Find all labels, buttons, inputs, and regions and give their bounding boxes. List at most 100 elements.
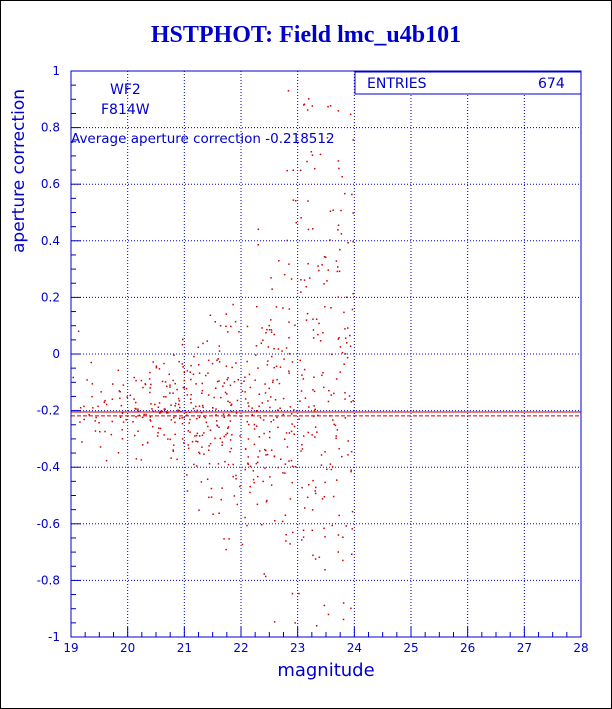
data-point <box>342 602 345 604</box>
data-point <box>121 412 124 414</box>
y-tick-label: 1 <box>52 64 60 78</box>
data-point <box>301 539 303 541</box>
data-point <box>288 432 291 434</box>
data-point <box>312 554 314 557</box>
data-point <box>213 396 215 399</box>
data-point <box>305 319 308 321</box>
data-point <box>323 256 326 258</box>
data-point <box>326 280 328 282</box>
data-point <box>218 350 221 352</box>
data-point <box>105 403 108 406</box>
data-point <box>276 378 278 381</box>
data-point <box>332 209 334 211</box>
data-point <box>318 322 320 325</box>
data-point <box>226 378 228 381</box>
data-point <box>151 408 153 410</box>
data-point <box>167 411 169 414</box>
data-point <box>235 474 237 477</box>
data-point <box>210 496 213 498</box>
data-point <box>226 432 229 434</box>
data-point <box>308 484 310 486</box>
data-point <box>323 604 326 607</box>
data-point <box>215 414 217 416</box>
data-point <box>303 104 305 106</box>
data-point <box>302 536 305 538</box>
data-point <box>338 447 340 450</box>
data-point <box>302 378 305 380</box>
data-point <box>158 368 161 370</box>
data-point <box>216 359 218 361</box>
data-point <box>346 342 348 344</box>
data-point <box>187 444 189 446</box>
data-point <box>287 90 290 92</box>
data-point <box>132 421 134 423</box>
data-point <box>288 337 290 339</box>
data-point <box>311 154 314 156</box>
data-point <box>273 455 276 458</box>
data-point <box>306 160 308 163</box>
data-point <box>181 344 184 346</box>
data-point <box>232 475 234 478</box>
data-point <box>163 396 165 398</box>
data-point <box>195 383 197 385</box>
data-point <box>300 450 302 452</box>
data-point <box>249 485 251 488</box>
data-point <box>135 458 138 460</box>
data-point <box>201 392 203 394</box>
data-point <box>326 137 329 139</box>
y-tick-label: 0.2 <box>41 290 60 304</box>
data-point <box>158 412 161 414</box>
data-point <box>338 337 340 339</box>
data-point <box>192 407 195 410</box>
data-point <box>169 438 171 441</box>
data-point <box>312 337 315 339</box>
data-point <box>343 311 345 314</box>
data-point <box>301 448 304 450</box>
data-point <box>341 351 344 354</box>
data-point <box>286 446 289 448</box>
data-point <box>135 379 137 382</box>
data-point <box>288 321 290 323</box>
data-point <box>315 318 318 320</box>
y-tick-label: -1 <box>48 630 60 644</box>
data-point <box>221 487 223 489</box>
data-point <box>91 395 93 398</box>
data-point <box>181 363 184 365</box>
data-point <box>137 430 139 432</box>
data-point <box>179 406 181 409</box>
data-point <box>327 400 330 403</box>
data-point <box>198 363 200 366</box>
data-point <box>285 432 288 434</box>
data-point <box>216 380 219 383</box>
data-point <box>201 434 204 437</box>
data-point <box>195 440 197 442</box>
data-point <box>246 420 248 423</box>
y-tick-label: 0.6 <box>41 177 60 191</box>
data-point <box>320 454 323 456</box>
data-point <box>345 525 347 527</box>
data-point <box>181 422 184 425</box>
data-point <box>105 459 108 462</box>
data-point <box>190 393 192 396</box>
data-point <box>243 380 245 382</box>
data-point <box>350 607 352 610</box>
data-point <box>169 392 171 394</box>
data-point <box>327 105 329 108</box>
data-point <box>288 352 291 355</box>
data-point <box>100 391 102 393</box>
data-point <box>300 279 302 281</box>
data-point <box>91 383 94 385</box>
data-point <box>312 228 314 230</box>
data-point <box>292 531 294 534</box>
data-point <box>214 321 216 323</box>
data-point <box>253 481 255 484</box>
data-point <box>202 342 204 345</box>
data-point <box>340 233 343 235</box>
data-point <box>319 340 322 342</box>
data-point <box>94 430 97 432</box>
data-point <box>198 416 201 419</box>
data-point <box>330 468 333 471</box>
chart-title: HSTPHOT: Field lmc_u4b101 <box>150 22 462 48</box>
data-point <box>277 426 279 429</box>
data-point <box>337 266 339 268</box>
